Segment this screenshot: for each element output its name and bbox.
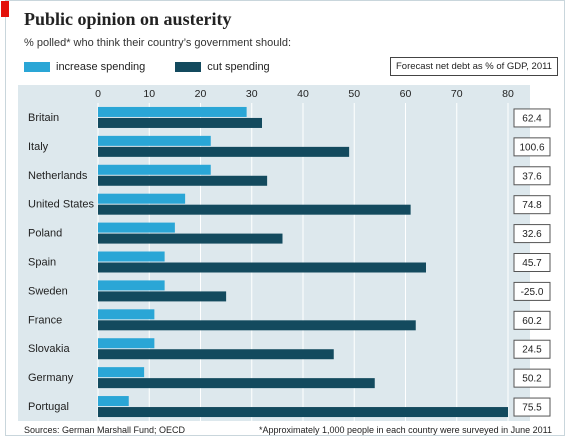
debt-value-box — [513, 253, 551, 272]
category-label: Netherlands — [28, 170, 88, 182]
debt-value-box — [513, 195, 551, 215]
bar-increase-spending — [98, 338, 155, 349]
debt-value-box — [513, 310, 551, 330]
chart-panel: 0 10 20 30 40 50 60 70 80 Britain 62.4 Italy 100.6 Ne… — [18, 85, 551, 421]
debt-value-box — [513, 108, 551, 128]
category-label: Spain — [28, 257, 56, 269]
legend-label-increase: increase spending — [56, 61, 146, 73]
bar-cut-spending — [98, 320, 416, 331]
legend-swatch-cut — [175, 62, 202, 72]
debt-value: 100.6 — [519, 142, 544, 153]
debt-value: -25.0 — [521, 287, 544, 298]
chart-title: Public opinion on austerity — [24, 9, 232, 29]
category-label: Britain — [28, 112, 59, 124]
debt-value-box — [513, 397, 551, 417]
chart-subtitle: % polled* who think their country’s gove… — [24, 37, 292, 49]
debt-value-box — [513, 368, 551, 388]
debt-value: 32.6 — [522, 229, 542, 240]
bar-increase-spending — [98, 193, 186, 204]
debt-value: 50.2 — [522, 374, 542, 385]
bar-cut-spending — [98, 233, 283, 244]
bar-increase-spending — [98, 280, 165, 291]
debt-value: 24.5 — [522, 345, 542, 356]
legend-swatch-increase — [24, 62, 50, 72]
category-label: Portugal — [28, 401, 69, 413]
bar-increase-spending — [98, 222, 175, 233]
debt-value-box — [513, 166, 551, 186]
category-label: France — [28, 314, 62, 326]
debt-value: 45.7 — [522, 258, 542, 269]
bar-increase-spending — [98, 164, 211, 175]
legend: increase spending cut spending — [24, 61, 300, 73]
category-label: Slovakia — [28, 343, 70, 355]
x-tick-label: 80 — [502, 88, 514, 100]
bar-cut-spending — [98, 378, 375, 389]
debt-value: 75.5 — [522, 403, 542, 414]
debt-value: 60.2 — [522, 316, 542, 327]
brand-tab — [1, 1, 9, 17]
debt-value-box — [513, 137, 551, 157]
bar-cut-spending — [98, 175, 268, 186]
bar-increase-spending — [98, 367, 145, 378]
debt-value-box — [513, 281, 551, 301]
bar-increase-spending — [98, 135, 211, 146]
category-label: Italy — [28, 141, 49, 153]
x-tick-label: 50 — [348, 88, 360, 100]
legend-item-cut: cut spending — [175, 61, 270, 73]
x-tick-label: 0 — [95, 88, 101, 100]
legend-item-increase: increase spending — [24, 61, 145, 73]
bar-increase-spending — [98, 251, 165, 262]
x-tick-label: 10 — [143, 88, 155, 100]
debt-value-box — [513, 339, 551, 359]
x-tick-label: 20 — [195, 88, 207, 100]
bar-cut-spending — [98, 349, 334, 360]
category-label: Sweden — [28, 285, 68, 297]
bar-cut-spending — [98, 146, 350, 157]
bar-cut-spending — [98, 291, 227, 302]
debt-value-box — [513, 224, 551, 244]
category-label: Poland — [28, 228, 62, 240]
debt-value: 74.8 — [522, 200, 542, 211]
bar-increase-spending — [98, 309, 155, 320]
debt-column-header: Forecast net debt as % of GDP, 2011 — [390, 57, 558, 76]
x-tick-label: 30 — [246, 88, 258, 100]
debt-value: 62.4 — [522, 113, 542, 124]
bar-cut-spending — [98, 204, 411, 215]
debt-value: 37.6 — [522, 171, 542, 182]
bar-cut-spending — [98, 262, 426, 273]
bar-chart: 0 10 20 30 40 50 60 70 80 Britain 62.4 Italy 100.6 Ne… — [28, 88, 551, 421]
x-tick-label: 70 — [451, 88, 463, 100]
x-tick-label: 60 — [400, 88, 412, 100]
bar-increase-spending — [98, 396, 129, 407]
legend-label-cut: cut spending — [207, 61, 270, 73]
sources-note: Sources: German Marshall Fund; OECD — [24, 425, 186, 435]
bar-cut-spending — [98, 407, 508, 418]
x-tick-label: 40 — [297, 88, 309, 100]
category-label: Germany — [28, 372, 74, 384]
survey-footnote: *Approximately 1,000 people in each coun… — [258, 425, 552, 435]
category-label: United States — [28, 199, 95, 211]
bar-cut-spending — [98, 117, 262, 128]
bar-increase-spending — [98, 106, 247, 117]
